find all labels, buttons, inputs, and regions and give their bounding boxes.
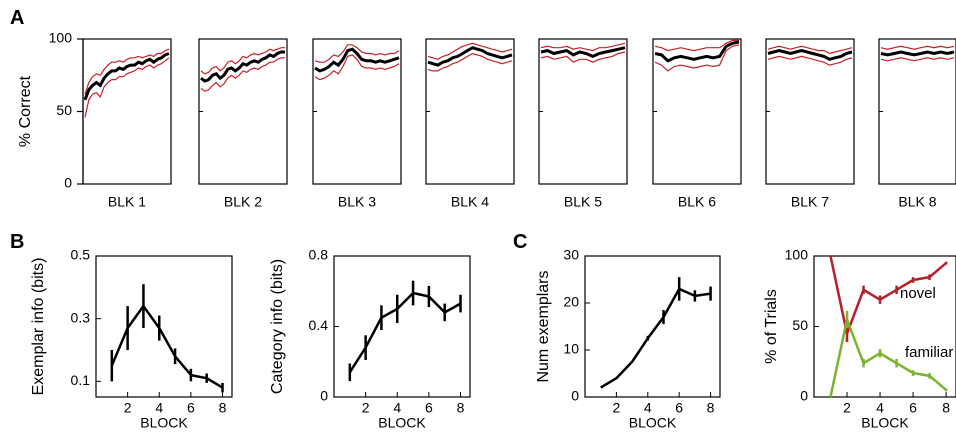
panel-C2-y-tick-label: 100 [785, 247, 809, 263]
panel-a-y-tick-label: 50 [56, 102, 72, 118]
panel-C1-y-tick-label: 10 [563, 341, 579, 357]
panel-C1-y-tick-label: 20 [563, 294, 579, 310]
panel-B1-y-tick-label: 0.5 [71, 247, 91, 263]
panel-a-block-label: BLK 8 [898, 194, 936, 210]
panel-B2-y-label: Category info (bits) [269, 259, 286, 394]
panel-B1-frame [95, 255, 233, 398]
panel-a-mean-line [654, 40, 740, 63]
panel-a-block-frame [198, 38, 288, 185]
panel-C2-series-line [829, 318, 947, 398]
panel-a-upper-band [427, 42, 513, 60]
panel-C2-legend-familiar: familiar [905, 344, 953, 361]
panel-a-upper-band [200, 47, 285, 75]
panel-C1-series-line [600, 287, 711, 389]
panel-a-lower-band [314, 54, 400, 81]
panel-a-block-label: BLK 7 [791, 194, 829, 210]
panel-a-lower-band [767, 55, 853, 66]
panel-label-a: A [10, 7, 24, 29]
panel-a-upper-band [880, 45, 955, 50]
panel-C2-x-label: BLOCK [861, 415, 909, 431]
panel-C1-x-tick-label: 8 [707, 400, 715, 416]
panel-C1-y-label: Num exemplars [535, 270, 552, 382]
panel-a-upper-band [540, 42, 626, 52]
panel-B2-x-tick-label: 8 [457, 400, 465, 416]
panel-C2-y-label: % of Trials [763, 289, 780, 364]
panel-B2-x-tick-label: 2 [362, 400, 370, 416]
panel-B1-x-tick-label: 8 [219, 400, 227, 416]
panel-a-upper-band [314, 44, 400, 63]
panel-B1-x-tick-label: 2 [124, 400, 132, 416]
panel-label-c1: C [513, 231, 527, 253]
panel-a-mean-line [880, 50, 955, 57]
panel-C1-x-tick-label: 2 [612, 400, 620, 416]
panel-C1-x-tick-label: 4 [644, 400, 652, 416]
panel-C2-y-tick-label: 0 [800, 388, 808, 404]
panel-a-y-tick-label: 0 [64, 175, 72, 191]
panel-B1-x-tick-label: 4 [155, 400, 163, 416]
panel-B2-y-tick-label: 0.4 [309, 317, 329, 333]
panel-a-mean-line [427, 46, 513, 67]
panel-B2-x-tick-label: 4 [393, 400, 401, 416]
panel-B1-series-line [110, 304, 224, 389]
panel-a-lower-band [200, 57, 285, 92]
panel-C1-x-label: BLOCK [629, 415, 677, 431]
panel-a-y-tick-label: 100 [49, 30, 73, 46]
panel-a-block-frame [538, 38, 628, 185]
panel-C2-x-tick-label: 8 [942, 400, 950, 416]
panel-a-mean-line [540, 46, 626, 59]
panel-a-block-frame [82, 38, 172, 185]
panel-a-block-frame [765, 38, 855, 185]
panel-a-block-label: BLK 5 [564, 194, 602, 210]
panel-a-mean-line [83, 52, 170, 101]
panel-C2-y-tick-label: 50 [792, 317, 808, 333]
panel-B2-series-line [348, 291, 462, 373]
panel-a-block-label: BLK 4 [451, 194, 489, 210]
panel-C2-x-tick-label: 4 [876, 400, 884, 416]
panel-B1-y-label: Exemplar info (bits) [30, 258, 47, 396]
panel-a-block-frame [425, 38, 515, 185]
panel-B2-y-tick-label: 0.8 [309, 247, 329, 263]
panel-a-lower-band [427, 52, 513, 72]
panel-B2-x-tick-label: 6 [425, 400, 433, 416]
panel-B1-x-tick-label: 6 [187, 400, 195, 416]
panel-B2-x-label: BLOCK [378, 415, 426, 431]
panel-a-y-label: % Correct [17, 75, 34, 147]
panel-a-block-label: BLK 3 [338, 194, 376, 210]
panel-label-b1: B [10, 231, 24, 253]
panel-C1-y-tick-label: 0 [571, 388, 579, 404]
panel-a-mean-line [767, 49, 853, 61]
panel-a-block-label: BLK 1 [108, 194, 146, 210]
panel-C1-y-tick-label: 30 [563, 247, 579, 263]
panel-B2-frame [333, 255, 471, 398]
panel-a-lower-band [654, 44, 740, 72]
panel-a-lower-band [540, 51, 626, 63]
panel-a-mean-line [314, 47, 400, 73]
panel-a-block-label: BLK 6 [678, 194, 716, 210]
panel-a-lower-band [84, 57, 170, 118]
panel-a-upper-band [767, 45, 853, 55]
panel-C1-frame [584, 255, 721, 398]
panel-a-upper-band [84, 48, 170, 95]
panel-B1-y-tick-label: 0.1 [71, 372, 91, 388]
panel-a-block-label: BLK 2 [224, 194, 262, 210]
panel-a-lower-band [880, 57, 955, 62]
panel-a-mean-line [200, 50, 285, 83]
panel-C2-legend-novel: novel [900, 285, 936, 302]
panel-B2-y-tick-label: 0 [320, 388, 328, 404]
panel-B1-x-label: BLOCK [140, 415, 188, 431]
panel-C1-x-tick-label: 6 [675, 400, 683, 416]
panel-B1-y-tick-label: 0.3 [71, 309, 91, 325]
panel-C2-x-tick-label: 6 [909, 400, 917, 416]
panel-C2-x-tick-label: 2 [843, 400, 851, 416]
panel-a-upper-band [654, 39, 739, 52]
